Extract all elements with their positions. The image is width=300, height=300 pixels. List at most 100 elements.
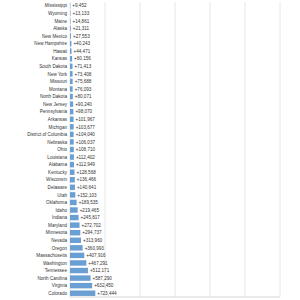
category-label: Hawaii [53,49,67,54]
data-label: +9,452 [72,3,87,8]
category-label: Wyoming [48,11,68,16]
data-label: +245,817 [81,215,101,220]
data-label: +80,071 [75,94,92,99]
data-label: +407,916 [86,253,106,258]
category-label: Montana [49,87,67,92]
data-label: +40,243 [73,41,90,46]
bar [70,268,88,273]
category-label: Kansas [52,56,68,61]
bar [70,207,78,212]
bar [70,26,71,31]
data-label: +76,093 [75,87,92,92]
bar [70,48,72,53]
category-label: Idaho [56,208,68,213]
x-axis [70,297,280,298]
data-label: +128,568 [76,170,96,175]
data-label: +152,103 [77,193,97,198]
data-label: +360,993 [85,246,105,251]
bar [70,215,79,220]
data-label: +71,413 [74,64,91,69]
bar [70,71,73,76]
category-label: New Mexico [42,34,67,39]
bar [70,245,83,250]
bar [70,169,74,174]
data-label: +44,471 [74,49,91,54]
category-label: Washington [43,261,68,266]
chart: Mississippi+9,452Wyoming+13,133Maine+14,… [0,0,300,300]
category-label: Arkansas [48,117,68,122]
data-label: +101,967 [76,117,96,122]
bar [70,283,92,288]
data-label: +108,710 [76,147,96,152]
category-label: Maryland [48,223,67,228]
bar [70,139,74,144]
bar [70,109,73,114]
data-label: +219,465 [80,208,100,213]
bar [70,290,95,295]
bar [70,64,72,69]
bar [70,222,80,227]
grid-line [210,2,211,297]
category-label: Minnesota [46,230,68,235]
data-label: +112,402 [76,155,95,160]
data-label: +104,040 [76,132,96,137]
data-label: +14,861 [73,19,90,24]
bar [70,33,71,38]
bar [70,230,80,235]
category-label: Indiana [52,215,68,220]
bars [70,3,95,296]
bar [70,200,77,205]
category-label: New Jersey [43,102,68,107]
category-label: Louisiana [47,155,67,160]
category-label: District of Columbia [27,132,67,137]
data-label: +189,535 [79,200,99,205]
category-label: Utah [57,193,67,198]
data-label: +723,444 [97,291,117,296]
bar [70,177,75,182]
grid-line [175,2,176,297]
data-label: +294,737 [82,230,102,235]
category-label: North Dakota [40,94,68,99]
category-label: North Carolina [37,276,67,281]
category-label: New York [48,72,68,77]
bar [70,185,75,190]
data-label: +632,450 [94,283,114,288]
category-label: New Hampshire [34,41,67,46]
bar [70,132,74,137]
grid-line [245,2,246,297]
category-label: Nebraska [47,140,67,145]
bar [70,260,86,265]
category-label: Colorado [48,291,67,296]
data-label: +13,133 [72,11,89,16]
category-label: Pennsylvania [40,109,68,114]
bar [70,192,75,197]
bar [70,11,71,16]
bar [70,275,91,280]
bar [70,147,74,152]
bar [70,117,74,122]
data-label: +98,070 [75,109,92,114]
bar [70,253,84,258]
bar [70,101,73,106]
category-label: Wisconsin [46,177,67,182]
data-label: +75,688 [75,79,92,84]
bar [70,238,81,243]
bar [70,162,74,167]
data-label: +73,408 [75,72,92,77]
category-label: Oklahoma [46,200,67,205]
category-label: Delaware [48,185,68,190]
bar [70,94,73,99]
bar [70,154,74,159]
bar [70,41,71,46]
category-label: Kentucky [48,170,68,175]
category-label: South Dakota [39,64,67,69]
grid-line [140,2,141,297]
data-label: +103,677 [76,125,96,130]
data-label: +27,553 [73,34,90,39]
bar [70,124,74,129]
bar [70,79,73,84]
data-label: +112,949 [76,162,95,167]
data-label: +140,641 [77,185,97,190]
category-label: Virginia [52,283,68,288]
data-label: +467,291 [88,261,108,266]
